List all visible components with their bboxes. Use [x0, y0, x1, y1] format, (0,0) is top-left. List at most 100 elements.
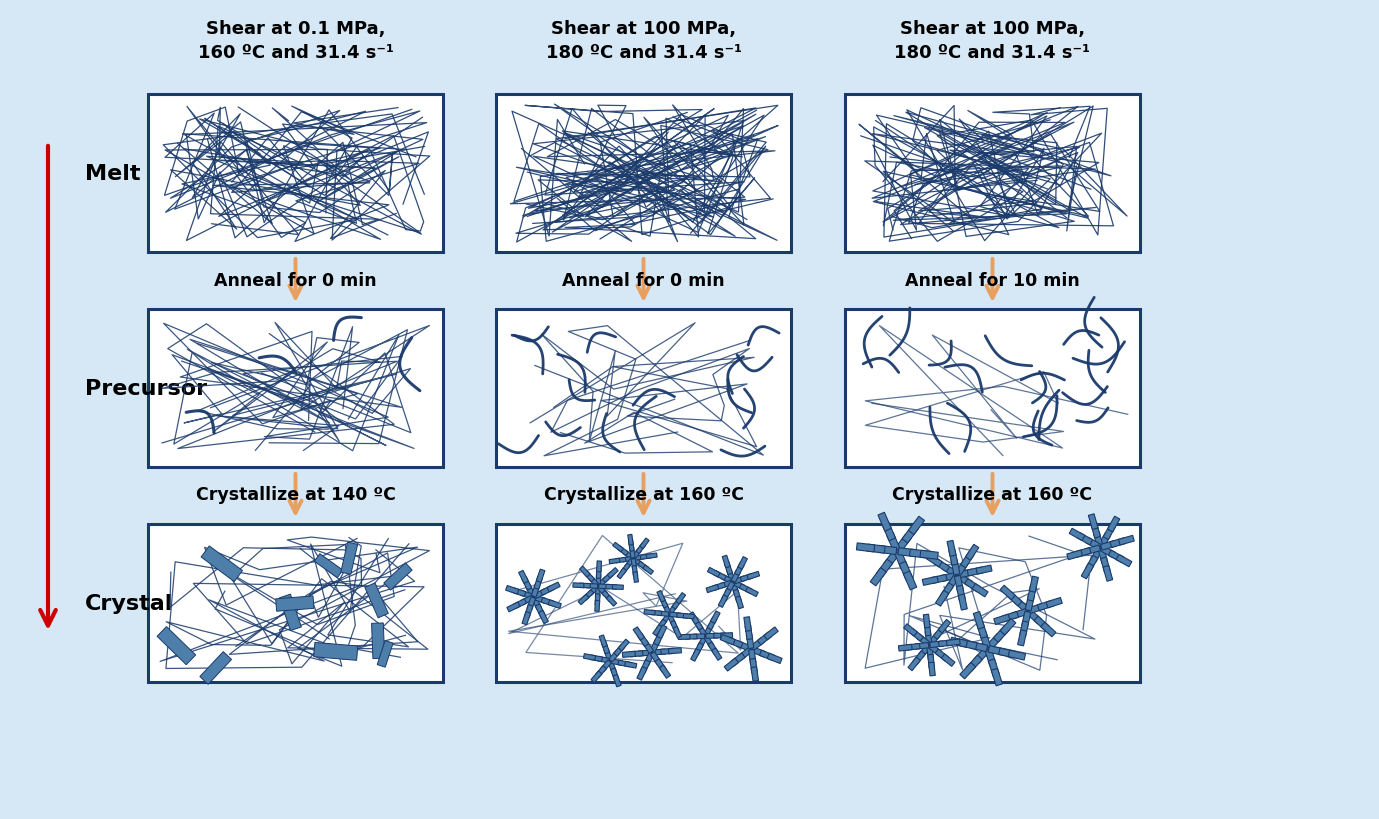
Polygon shape: [707, 618, 717, 630]
Polygon shape: [378, 640, 393, 667]
Polygon shape: [940, 572, 957, 581]
Polygon shape: [535, 604, 545, 618]
Polygon shape: [1000, 586, 1015, 600]
Polygon shape: [604, 649, 612, 661]
Polygon shape: [656, 590, 665, 602]
Polygon shape: [612, 543, 623, 552]
Polygon shape: [706, 585, 718, 593]
Polygon shape: [616, 568, 626, 579]
Text: Crystallize at 160 ºC: Crystallize at 160 ºC: [543, 486, 743, 504]
Polygon shape: [1018, 630, 1027, 646]
Polygon shape: [644, 610, 655, 615]
Polygon shape: [1098, 533, 1110, 549]
Polygon shape: [724, 658, 739, 672]
Polygon shape: [870, 568, 887, 586]
Polygon shape: [618, 546, 629, 556]
Polygon shape: [723, 555, 731, 568]
Polygon shape: [638, 650, 651, 656]
Polygon shape: [157, 627, 196, 665]
Polygon shape: [1027, 604, 1044, 614]
Polygon shape: [1091, 523, 1100, 538]
Polygon shape: [1085, 538, 1102, 550]
Polygon shape: [1069, 528, 1085, 541]
Polygon shape: [1100, 557, 1110, 573]
Polygon shape: [625, 662, 637, 668]
Polygon shape: [750, 638, 764, 651]
Polygon shape: [720, 635, 735, 645]
Polygon shape: [956, 560, 968, 577]
Polygon shape: [739, 584, 752, 594]
Text: Shear at 0.1 MPa,
160 ºC and 31.4 s⁻¹: Shear at 0.1 MPa, 160 ºC and 31.4 s⁻¹: [197, 20, 393, 61]
Polygon shape: [764, 627, 778, 640]
Polygon shape: [1000, 619, 1016, 636]
Text: Crystallize at 140 ºC: Crystallize at 140 ºC: [196, 486, 396, 504]
Polygon shape: [541, 598, 554, 606]
Polygon shape: [867, 545, 885, 554]
Polygon shape: [632, 566, 637, 577]
Polygon shape: [961, 552, 974, 568]
Polygon shape: [960, 640, 978, 649]
Polygon shape: [614, 675, 621, 687]
Polygon shape: [598, 584, 610, 589]
Polygon shape: [928, 663, 935, 676]
Polygon shape: [910, 550, 928, 559]
Polygon shape: [960, 663, 976, 679]
Polygon shape: [596, 666, 607, 677]
Polygon shape: [728, 638, 743, 648]
Polygon shape: [750, 658, 757, 673]
Polygon shape: [691, 649, 701, 662]
Polygon shape: [703, 636, 714, 648]
Polygon shape: [650, 652, 662, 665]
Polygon shape: [760, 650, 775, 661]
Polygon shape: [654, 632, 663, 645]
Polygon shape: [974, 647, 990, 663]
Polygon shape: [902, 525, 918, 543]
Polygon shape: [685, 634, 696, 640]
Polygon shape: [652, 625, 662, 636]
Polygon shape: [1007, 591, 1022, 606]
Polygon shape: [601, 641, 610, 654]
Polygon shape: [651, 610, 662, 616]
Polygon shape: [692, 634, 705, 639]
Polygon shape: [534, 595, 546, 604]
Polygon shape: [1076, 548, 1091, 558]
Polygon shape: [1027, 586, 1037, 601]
Polygon shape: [692, 618, 703, 631]
Polygon shape: [690, 612, 699, 625]
Polygon shape: [596, 568, 601, 579]
Polygon shape: [883, 523, 895, 541]
Bar: [148, 524, 443, 682]
Polygon shape: [669, 648, 681, 654]
Polygon shape: [907, 657, 920, 671]
Polygon shape: [928, 644, 942, 656]
Polygon shape: [987, 646, 1005, 656]
Polygon shape: [735, 563, 745, 576]
Polygon shape: [596, 587, 600, 598]
Polygon shape: [589, 577, 600, 587]
Polygon shape: [958, 595, 967, 610]
Polygon shape: [683, 613, 695, 619]
Polygon shape: [736, 641, 752, 651]
Polygon shape: [1088, 514, 1098, 530]
Polygon shape: [938, 620, 950, 633]
Polygon shape: [313, 643, 357, 660]
Text: Crystal: Crystal: [85, 593, 174, 613]
Polygon shape: [643, 565, 654, 575]
Polygon shape: [597, 577, 608, 587]
Polygon shape: [1034, 617, 1049, 631]
Polygon shape: [956, 573, 972, 586]
Polygon shape: [946, 575, 960, 590]
Polygon shape: [506, 586, 519, 595]
Polygon shape: [1094, 532, 1103, 548]
Polygon shape: [746, 635, 754, 649]
Polygon shape: [738, 557, 747, 569]
Polygon shape: [1047, 598, 1062, 608]
Polygon shape: [610, 559, 621, 564]
Polygon shape: [752, 647, 765, 657]
Polygon shape: [614, 645, 625, 656]
Polygon shape: [640, 660, 651, 673]
Polygon shape: [547, 582, 560, 592]
Polygon shape: [640, 554, 651, 559]
Polygon shape: [659, 596, 667, 609]
Polygon shape: [627, 535, 633, 545]
